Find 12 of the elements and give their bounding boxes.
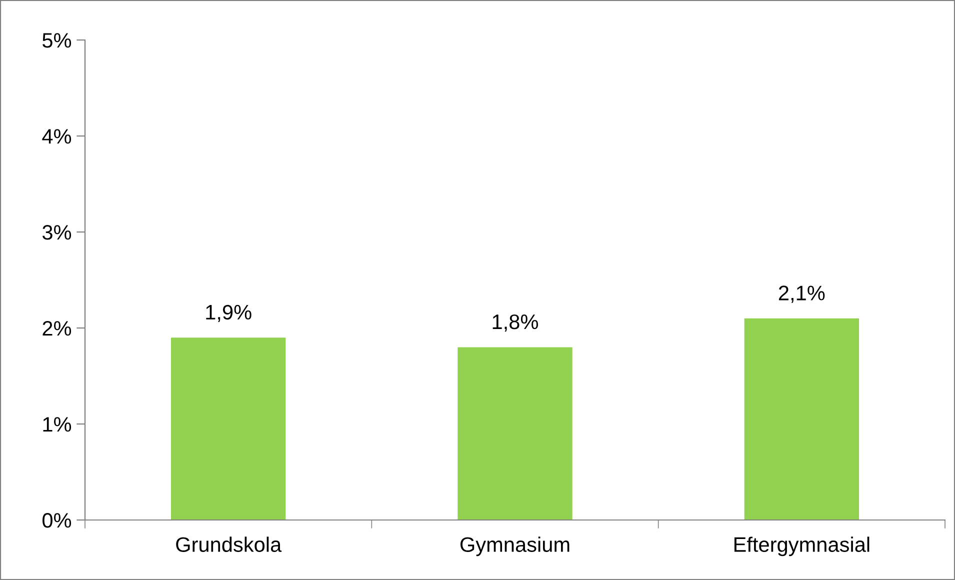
x-tick-label: Gymnasium <box>460 536 570 556</box>
y-tick-label: 4% <box>42 129 72 144</box>
y-tick-label: 5% <box>42 33 72 48</box>
y-tick-label: 3% <box>42 225 72 240</box>
y-tick-label: 2% <box>42 321 72 336</box>
x-tick-label: Grundskola <box>176 536 282 552</box>
x-tick-label: Eftergymnasial <box>734 536 870 556</box>
y-tick-label: 0% <box>42 513 72 528</box>
data-label: 2,1% <box>778 286 825 303</box>
data-label: 1,8% <box>492 314 538 332</box>
y-tick-label: 1% <box>43 417 72 432</box>
data-label: 1,9% <box>206 304 252 322</box>
